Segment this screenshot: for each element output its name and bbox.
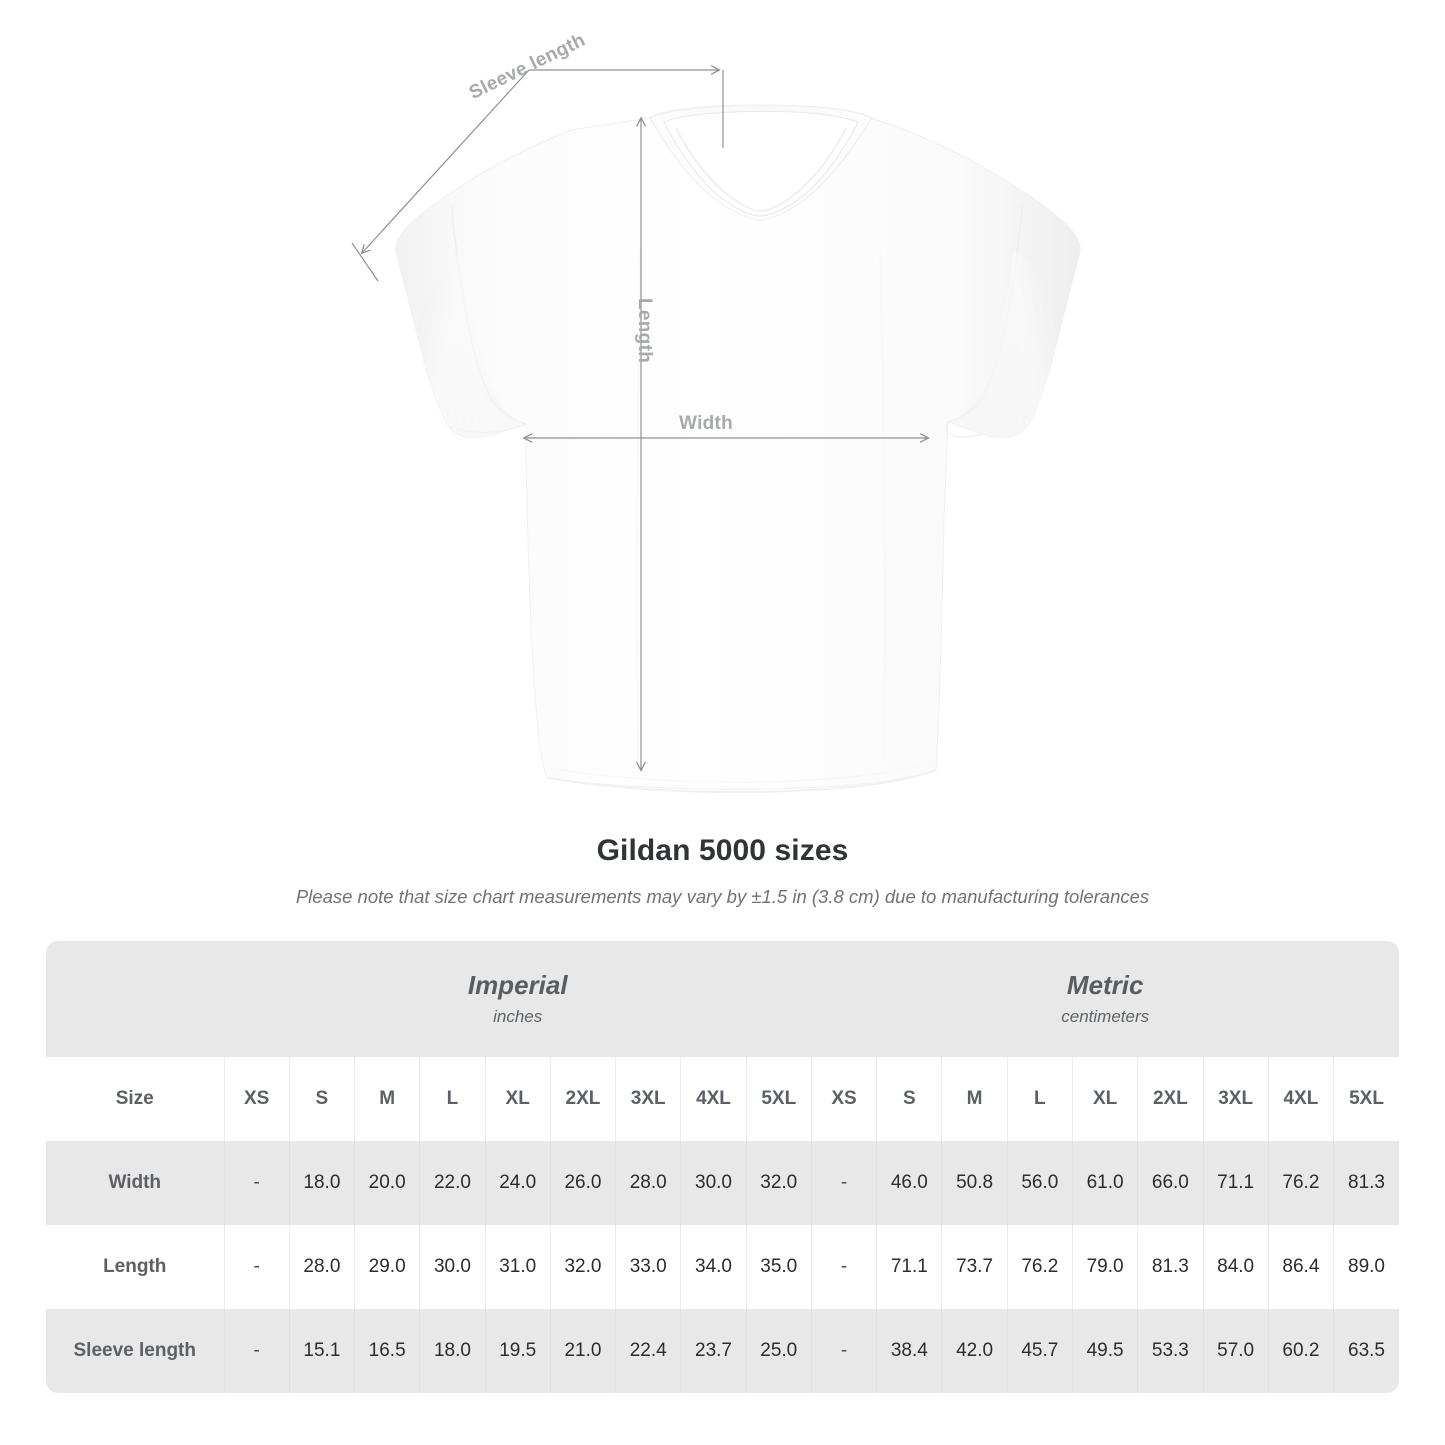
cell-length-metric-m: 73.7 [941,1225,1008,1309]
cell-length-imperial-5xl: 35.0 [745,1225,812,1309]
unit-name-metric: Metric [1066,969,1144,1000]
cell-width-metric-xl: 61.0 [1071,1141,1138,1225]
cell-length-metric-2xl: 81.3 [1137,1225,1203,1309]
size-header-imperial-3xl: 3XL [615,1057,681,1141]
cell-sleeve-length-imperial-5xl: 25.0 [745,1309,812,1393]
cell-length-metric-4xl: 86.4 [1267,1225,1334,1309]
cell-width-imperial-l: 22.0 [419,1141,486,1225]
cell-length-imperial-xl: 31.0 [484,1225,551,1309]
size-table-wrapper: Imperial inches Metric centimeters Size XS S M L… [46,941,1399,1393]
cell-length-metric-s: 71.1 [876,1225,942,1309]
size-header-imperial-4xl: 4XL [680,1057,747,1141]
table-row: Sleeve length -15.1 16.5 18.0 19.5 21.0 22.4 23… [46,1309,1399,1393]
cell-sleeve-length-imperial-3xl: 22.4 [615,1309,681,1393]
cell-sleeve-length-imperial-s: 15.1 [288,1309,355,1393]
cell-width-metric-5xl: 81.3 [1333,1141,1399,1225]
size-header-metric-l: L [1006,1057,1073,1141]
row-header-sleeve-length: Sleeve length [46,1309,224,1393]
size-header-metric-4xl: 4XL [1267,1057,1334,1141]
unit-block-metric: Metric centimeters [811,941,1399,1057]
cell-width-imperial-4xl: 30.0 [680,1141,747,1225]
size-chart-table: Imperial inches Metric centimeters Size XS S M L… [46,941,1399,1393]
cell-sleeve-length-metric-l: 45.7 [1006,1309,1073,1393]
cell-sleeve-length-metric-2xl: 53.3 [1137,1309,1203,1393]
unit-name-imperial: Imperial [467,969,568,1000]
cell-width-imperial-3xl: 28.0 [615,1141,681,1225]
cell-width-metric-l: 56.0 [1006,1141,1073,1225]
size-header-imperial-m: M [354,1057,420,1141]
size-header-metric-m: M [941,1057,1008,1141]
cell-length-imperial-3xl: 33.0 [615,1225,681,1309]
cell-length-metric-l: 76.2 [1006,1225,1073,1309]
row-header-size: Size [46,1057,224,1141]
length-label: Length [634,298,655,364]
cell-sleeve-length-metric-xs: - [810,1309,877,1393]
cell-sleeve-length-imperial-xs: - [223,1309,290,1393]
size-header-imperial-xs: XS [223,1057,290,1141]
cell-sleeve-length-imperial-4xl: 23.7 [680,1309,747,1393]
cell-length-imperial-xs: - [223,1225,290,1309]
cell-width-metric-4xl: 76.2 [1267,1141,1334,1225]
table-row: Length -28.0 29.0 30.0 31.0 32.0 33.0 34.0 35.0-… [46,1225,1399,1309]
cell-sleeve-length-metric-s: 38.4 [876,1309,942,1393]
cell-sleeve-length-metric-5xl: 63.5 [1333,1309,1399,1393]
tshirt-diagram: Sleeve length Length Width [351,30,1081,794]
cell-width-imperial-xl: 24.0 [484,1141,551,1225]
unit-banner-row: Imperial inches Metric centimeters [46,941,1399,1057]
shirt-silhouette [395,104,1081,794]
size-header-metric-5xl: 5XL [1333,1057,1399,1141]
cell-width-metric-s: 46.0 [876,1141,942,1225]
size-header-row: Size XS S M L XL 2XL 3XL 4XL 5XL XS S M L XL 2XL 3XL 4XL 5… [46,1057,1399,1141]
size-header-imperial-xl: XL [484,1057,551,1141]
cell-width-metric-m: 50.8 [941,1141,1008,1225]
cell-sleeve-length-imperial-m: 16.5 [354,1309,420,1393]
size-header-metric-s: S [876,1057,942,1141]
row-header-length: Length [46,1225,224,1309]
unit-sub-imperial: inches [493,1007,543,1027]
cell-sleeve-length-imperial-2xl: 21.0 [549,1309,616,1393]
cell-sleeve-length-metric-m: 42.0 [941,1309,1008,1393]
size-header-metric-3xl: 3XL [1202,1057,1269,1141]
cell-length-imperial-4xl: 34.0 [680,1225,747,1309]
cell-width-imperial-m: 20.0 [354,1141,420,1225]
size-header-metric-xl: XL [1071,1057,1138,1141]
cell-width-metric-2xl: 66.0 [1137,1141,1203,1225]
cell-sleeve-length-imperial-l: 18.0 [419,1309,486,1393]
width-label: Width [679,413,734,434]
cell-width-metric-3xl: 71.1 [1202,1141,1269,1225]
sleeve-length-dimension [351,65,724,282]
cell-sleeve-length-imperial-xl: 19.5 [484,1309,551,1393]
cell-length-metric-xs: - [810,1225,877,1309]
tolerance-note: Please note that size chart measurements… [295,886,1150,907]
row-header-width: Width [46,1141,224,1225]
cell-length-imperial-l: 30.0 [419,1225,486,1309]
cell-length-imperial-2xl: 32.0 [549,1225,616,1309]
cell-sleeve-length-metric-xl: 49.5 [1071,1309,1138,1393]
cell-length-metric-3xl: 84.0 [1202,1225,1269,1309]
size-header-imperial-s: S [288,1057,355,1141]
cell-length-imperial-m: 29.0 [354,1225,420,1309]
cell-width-imperial-s: 18.0 [288,1141,355,1225]
cell-length-metric-xl: 79.0 [1071,1225,1138,1309]
unit-sub-metric: centimeters [1061,1007,1150,1027]
page-title: Gildan 5000 sizes [596,834,849,867]
unit-banner-spacer [46,941,224,1057]
cell-sleeve-length-metric-4xl: 60.2 [1267,1309,1334,1393]
cell-length-metric-5xl: 89.0 [1333,1225,1399,1309]
tshirt-illustration [351,65,1081,794]
size-header-metric-2xl: 2XL [1137,1057,1203,1141]
table-row: Width -18.0 20.0 22.0 24.0 26.0 28.0 30.0 32.0-4… [46,1141,1399,1225]
unit-block-imperial: Imperial inches [224,941,812,1057]
cell-width-imperial-5xl: 32.0 [745,1141,812,1225]
title-block: Gildan 5000 sizes Please note that size … [0,834,1445,908]
size-header-metric-xs: XS [810,1057,877,1141]
cell-width-metric-xs: - [810,1141,877,1225]
size-header-imperial-2xl: 2XL [549,1057,616,1141]
cell-width-imperial-2xl: 26.0 [549,1141,616,1225]
cell-length-imperial-s: 28.0 [288,1225,355,1309]
size-header-imperial-5xl: 5XL [745,1057,812,1141]
size-header-imperial-l: L [419,1057,486,1141]
cell-width-imperial-xs: - [223,1141,290,1225]
cell-sleeve-length-metric-3xl: 57.0 [1202,1309,1269,1393]
